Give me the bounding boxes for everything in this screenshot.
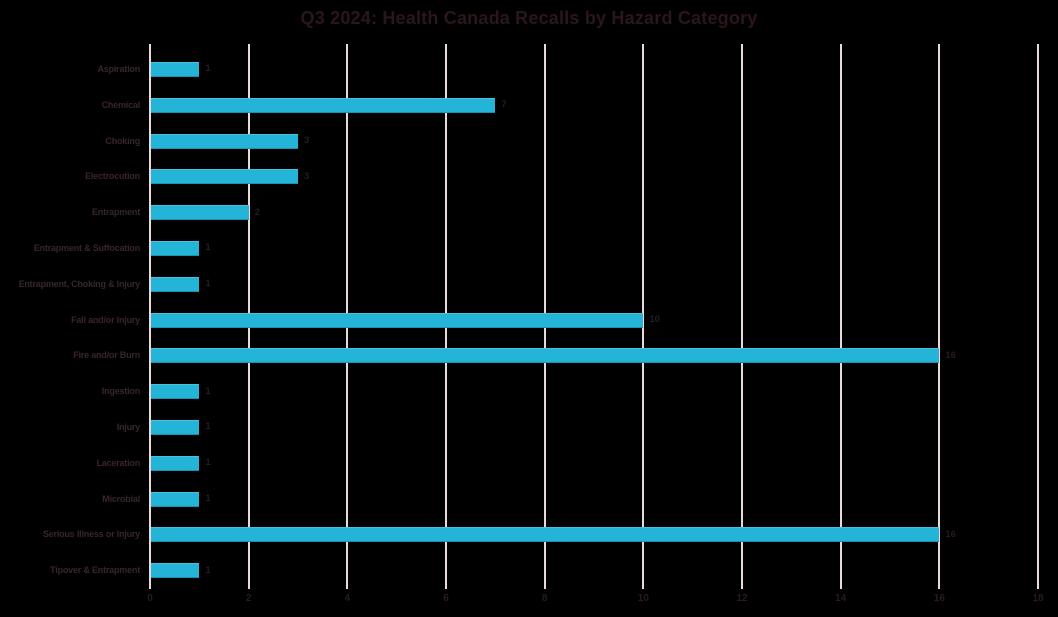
data-label: 2: [254, 206, 260, 218]
bar: [151, 491, 200, 507]
category-label: Microbial: [102, 493, 140, 504]
x-tick-label: 12: [736, 593, 748, 604]
category-label: Aspiration: [97, 63, 140, 74]
bar: [151, 276, 200, 292]
category-label: Entrapment: [91, 207, 140, 218]
data-label: 1: [205, 278, 211, 290]
data-label: 1: [205, 242, 211, 254]
data-label: 16: [945, 528, 956, 540]
bar: [151, 240, 200, 256]
x-tick-label: 0: [147, 593, 153, 604]
x-tick-label: 4: [344, 593, 351, 604]
category-label: Fall and/or Injury: [71, 314, 140, 325]
gridline: [741, 44, 743, 589]
category-label: Chemical: [101, 99, 141, 110]
gridline: [149, 44, 151, 589]
x-tick-label: 2: [245, 593, 252, 604]
category-label: Serious Illness or Injury: [42, 529, 140, 540]
bar: [151, 348, 940, 364]
data-label: 1: [205, 457, 211, 469]
data-label: 1: [205, 63, 211, 75]
category-label: Tipover & Entrapment: [50, 565, 140, 576]
category-label: Choking: [105, 135, 140, 146]
category-label: Fire and/or Burn: [73, 350, 140, 361]
data-label: 16: [945, 349, 956, 361]
bar: [151, 419, 200, 435]
data-label: 1: [205, 564, 211, 576]
x-tick-label: 6: [443, 593, 449, 604]
gridline: [1037, 44, 1039, 589]
bar: [151, 205, 249, 221]
x-tick-label: 8: [541, 593, 548, 604]
category-label: Injury: [116, 421, 141, 432]
data-label: 10: [649, 314, 660, 325]
data-label: 1: [205, 493, 211, 504]
data-label: 1: [205, 385, 211, 397]
bar: [151, 384, 200, 400]
x-tick-label: 18: [1032, 593, 1044, 604]
category-label: Laceration: [96, 457, 140, 468]
bar: [151, 61, 200, 77]
data-label: 1: [205, 421, 211, 433]
bar: [151, 527, 940, 543]
bar: [151, 563, 200, 579]
category-label: Ingestion: [101, 386, 140, 397]
data-label: 3: [304, 135, 310, 146]
category-label: Entrapment, Choking & Injury: [18, 278, 141, 289]
bar: [151, 455, 200, 471]
gridline: [642, 44, 645, 589]
category-label: Electrocution: [85, 171, 140, 182]
x-tick-label: 14: [835, 593, 847, 604]
gridline: [839, 44, 842, 589]
x-tick-label: 10: [637, 593, 649, 604]
data-label: 3: [304, 170, 310, 182]
bar: [151, 133, 298, 149]
bar: [151, 169, 298, 185]
bar: [151, 312, 644, 328]
data-label: 7: [501, 99, 507, 111]
bar: [151, 97, 496, 113]
gridline: [938, 44, 941, 589]
x-tick-label: 16: [933, 593, 945, 604]
chart-title: Q3 2024: Health Canada Recalls by Hazard…: [300, 8, 758, 28]
category-label: Entrapment & Suffocation: [33, 242, 140, 253]
